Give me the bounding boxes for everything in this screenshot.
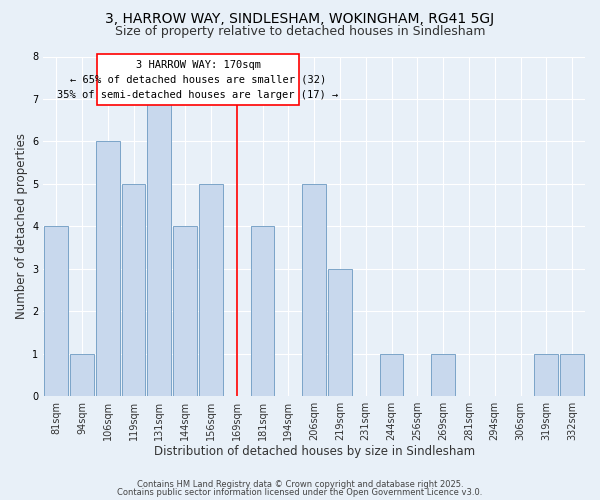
Text: Contains public sector information licensed under the Open Government Licence v3: Contains public sector information licen… xyxy=(118,488,482,497)
Bar xyxy=(431,354,455,396)
Text: 3 HARROW WAY: 170sqm: 3 HARROW WAY: 170sqm xyxy=(136,60,260,70)
Bar xyxy=(122,184,145,396)
Bar xyxy=(302,184,326,396)
Bar xyxy=(70,354,94,396)
Text: Contains HM Land Registry data © Crown copyright and database right 2025.: Contains HM Land Registry data © Crown c… xyxy=(137,480,463,489)
Bar xyxy=(44,226,68,396)
Bar xyxy=(328,268,352,396)
Bar xyxy=(535,354,558,396)
Bar xyxy=(173,226,197,396)
Bar xyxy=(148,99,171,396)
Y-axis label: Number of detached properties: Number of detached properties xyxy=(15,134,28,320)
Text: 35% of semi-detached houses are larger (17) →: 35% of semi-detached houses are larger (… xyxy=(58,90,338,100)
Bar xyxy=(251,226,274,396)
Text: ← 65% of detached houses are smaller (32): ← 65% of detached houses are smaller (32… xyxy=(70,75,326,85)
Bar xyxy=(199,184,223,396)
X-axis label: Distribution of detached houses by size in Sindlesham: Distribution of detached houses by size … xyxy=(154,444,475,458)
Text: 3, HARROW WAY, SINDLESHAM, WOKINGHAM, RG41 5GJ: 3, HARROW WAY, SINDLESHAM, WOKINGHAM, RG… xyxy=(106,12,494,26)
Bar xyxy=(560,354,584,396)
Text: Size of property relative to detached houses in Sindlesham: Size of property relative to detached ho… xyxy=(115,25,485,38)
Bar xyxy=(96,142,119,396)
FancyBboxPatch shape xyxy=(97,54,299,106)
Bar xyxy=(380,354,403,396)
